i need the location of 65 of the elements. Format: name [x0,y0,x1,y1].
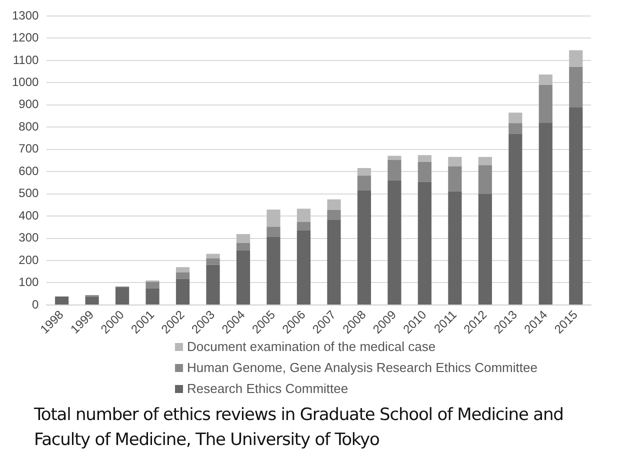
bar [357,168,372,176]
bar [508,123,522,134]
bar [569,50,583,67]
bar [448,166,462,192]
bar [478,165,492,194]
bar [236,250,250,304]
bar [296,230,311,304]
bar [296,222,311,230]
bar [327,210,341,220]
bar [569,66,583,108]
y-tick-label: 1000 [12,74,40,89]
bar [176,278,190,304]
bar [176,267,190,272]
bar [508,112,522,124]
bar [266,236,280,304]
bar [418,162,432,182]
bar [146,282,160,288]
bar [236,234,250,243]
y-tick-label: 200 [18,252,40,267]
bar [146,288,160,304]
bar [206,254,220,258]
bar [538,84,552,123]
bar [538,74,552,85]
bar [115,287,130,304]
bar [327,220,341,304]
bar [327,199,341,210]
y-tick-label: 0 [32,297,40,312]
bar [206,258,220,265]
bar [569,107,583,304]
bar [448,191,462,304]
text: Total number of ethics reviews in Graduate School of Medicine and Faculty of Medicine, The University of Tokyo [34,404,564,452]
legend-label: Document examination of the medical case [187,339,436,354]
bar [538,122,552,304]
y-tick-label: 1100 [12,52,40,67]
bar [508,134,522,304]
legend-label: Human Genome, Gene Analysis Research Ethics Committee [187,360,538,375]
y-tick-label: 800 [18,119,40,134]
bar [388,160,402,180]
bar [448,156,462,166]
bar [236,242,250,250]
y-tick-label: 600 [18,164,40,178]
y-tick-label: 1200 [12,30,40,45]
y-tick-label: 300 [18,230,40,245]
bar [266,210,280,227]
bar [357,190,372,304]
bar [418,182,432,304]
y-tick-label: 400 [18,208,40,222]
y-tick-label: 500 [18,186,40,200]
bar [296,208,311,222]
y-tick-label: 700 [18,142,40,156]
y-tick-label: 900 [18,97,40,112]
bar [418,155,432,162]
y-tick-label: 1300 [12,8,40,22]
bar [388,156,402,160]
legend-label: Research Ethics Committee [187,381,348,396]
bar [357,176,372,190]
bar [55,296,69,304]
bar [176,272,190,279]
bar [206,264,220,304]
bar [85,296,99,304]
bar [478,156,492,166]
y-tick-label: 100 [18,275,40,290]
bar [266,226,280,237]
bar [388,180,402,304]
bar [478,194,492,304]
